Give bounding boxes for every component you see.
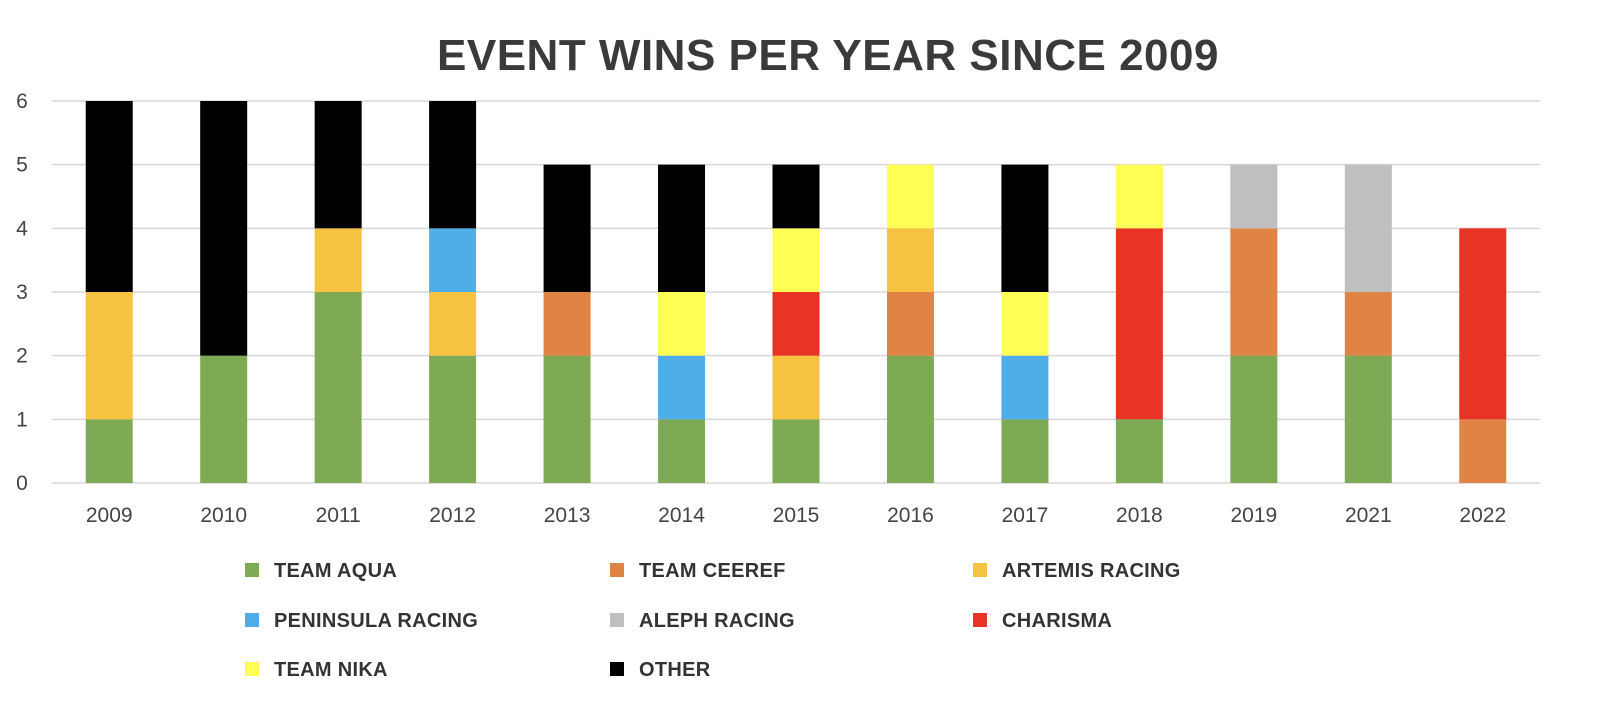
bar-segment-2012-peninsula-racing xyxy=(429,228,477,292)
x-tick-label-2012: 2012 xyxy=(429,504,476,527)
bar-segment-2018-team-nika xyxy=(1115,164,1163,229)
y-tick-label-0: 0 xyxy=(16,472,28,495)
bar-segment-2015-team-aqua xyxy=(772,419,820,483)
y-axis-ticks: 0 1 2 3 4 5 6 xyxy=(16,90,28,495)
bar-segment-2016-team-nika xyxy=(886,164,934,229)
bar-segment-2013-team-aqua xyxy=(543,355,591,483)
y-tick-label-1: 1 xyxy=(16,408,28,431)
bar-segment-2013-team-ceeref xyxy=(543,292,591,356)
legend-label-team-ceeref: TEAM CEEREF xyxy=(639,560,786,582)
x-tick-label-2011: 2011 xyxy=(316,504,361,527)
bar-segment-2017-peninsula-racing xyxy=(1001,355,1049,420)
bar-segment-2019-team-ceeref xyxy=(1230,228,1278,356)
bar-segment-2016-artemis-racing xyxy=(886,228,934,292)
bar-segment-2015-charisma xyxy=(772,292,820,356)
bar-segment-2012-team-aqua xyxy=(429,355,477,483)
bar-segment-2011-artemis-racing xyxy=(314,228,362,292)
bar-segment-2014-peninsula-racing xyxy=(658,355,706,420)
bar-segment-2015-team-nika xyxy=(772,228,820,292)
bar-segment-2017-team-aqua xyxy=(1001,419,1049,483)
bar-segment-2012-other xyxy=(429,101,477,229)
legend-item-other: OTHER xyxy=(610,659,711,681)
bar-segment-2010-team-aqua xyxy=(200,355,248,483)
bar-segment-2017-other xyxy=(1001,164,1049,292)
bar-segment-2011-team-aqua xyxy=(314,292,362,483)
legend: TEAM AQUA TEAM CEEREF ARTEMIS RACING PENINS… xyxy=(245,560,1181,681)
bar-segment-2010-other xyxy=(200,101,248,356)
bar-segment-2021-aleph-racing xyxy=(1344,164,1392,292)
bar-segment-2014-other xyxy=(658,164,706,292)
bar-segment-2017-team-nika xyxy=(1001,292,1049,356)
legend-item-charisma: CHARISMA xyxy=(973,610,1112,632)
legend-swatch-peninsula-racing xyxy=(245,613,259,627)
legend-swatch-team-nika xyxy=(245,662,259,676)
x-tick-label-2013: 2013 xyxy=(544,504,591,527)
chart-title: EVENT WINS PER YEAR SINCE 2009 xyxy=(437,31,1219,80)
legend-label-charisma: CHARISMA xyxy=(1002,610,1112,632)
legend-item-peninsula-racing: PENINSULA RACING xyxy=(245,610,478,632)
legend-swatch-team-aqua xyxy=(245,563,259,577)
bar-segment-2014-team-aqua xyxy=(658,419,706,483)
bar-segment-2022-team-ceeref xyxy=(1459,419,1507,483)
bars xyxy=(85,101,1507,483)
y-tick-label-5: 5 xyxy=(16,154,28,177)
x-tick-label-2021: 2021 xyxy=(1345,504,1392,527)
bar-segment-2012-artemis-racing xyxy=(429,292,477,356)
bar-segment-2021-team-ceeref xyxy=(1344,292,1392,356)
bar-segment-2021-team-aqua xyxy=(1344,355,1392,483)
bar-segment-2018-team-aqua xyxy=(1115,419,1163,483)
x-tick-label-2009: 2009 xyxy=(86,504,133,527)
legend-label-other: OTHER xyxy=(639,659,711,681)
legend-label-team-nika: TEAM NIKA xyxy=(274,659,388,681)
legend-item-team-ceeref: TEAM CEEREF xyxy=(610,560,786,582)
bar-segment-2016-team-aqua xyxy=(886,355,934,483)
y-tick-label-2: 2 xyxy=(16,345,28,368)
bar-segment-2018-charisma xyxy=(1115,228,1163,420)
legend-label-peninsula-racing: PENINSULA RACING xyxy=(274,610,478,632)
bar-segment-2022-charisma xyxy=(1459,228,1507,420)
x-tick-label-2019: 2019 xyxy=(1230,504,1277,527)
legend-swatch-team-ceeref xyxy=(610,563,624,577)
legend-label-artemis-racing: ARTEMIS RACING xyxy=(1002,560,1181,582)
x-tick-label-2017: 2017 xyxy=(1002,504,1049,527)
x-tick-label-2022: 2022 xyxy=(1459,504,1506,527)
legend-swatch-aleph-racing xyxy=(610,613,624,627)
bar-segment-2019-team-aqua xyxy=(1230,355,1278,483)
bar-segment-2009-team-aqua xyxy=(85,419,133,483)
x-tick-label-2010: 2010 xyxy=(200,504,247,527)
legend-swatch-other xyxy=(610,662,624,676)
legend-item-team-aqua: TEAM AQUA xyxy=(245,560,397,582)
x-tick-label-2015: 2015 xyxy=(773,504,820,527)
bar-segment-2013-other xyxy=(543,164,591,292)
bar-segment-2015-artemis-racing xyxy=(772,355,820,420)
y-tick-label-4: 4 xyxy=(16,217,28,240)
bar-segment-2016-team-ceeref xyxy=(886,292,934,356)
x-tick-label-2014: 2014 xyxy=(658,504,705,527)
bar-segment-2009-artemis-racing xyxy=(85,292,133,420)
legend-label-aleph-racing: ALEPH RACING xyxy=(639,610,795,632)
legend-swatch-artemis-racing xyxy=(973,563,987,577)
legend-label-team-aqua: TEAM AQUA xyxy=(274,560,397,582)
bar-segment-2015-other xyxy=(772,164,820,229)
bar-segment-2019-aleph-racing xyxy=(1230,164,1278,229)
legend-item-team-nika: TEAM NIKA xyxy=(245,659,388,681)
legend-item-artemis-racing: ARTEMIS RACING xyxy=(973,560,1181,582)
y-tick-label-6: 6 xyxy=(16,90,28,113)
y-tick-label-3: 3 xyxy=(16,281,28,304)
legend-item-aleph-racing: ALEPH RACING xyxy=(610,610,795,632)
bar-segment-2009-other xyxy=(85,101,133,292)
x-tick-label-2018: 2018 xyxy=(1116,504,1163,527)
legend-swatch-charisma xyxy=(973,613,987,627)
x-axis-ticks: 2009 2010 2011 2012 2013 2014 2015 2016 2017 2018… xyxy=(86,504,1506,527)
x-tick-label-2016: 2016 xyxy=(887,504,934,527)
bar-segment-2014-team-nika xyxy=(658,292,706,356)
bar-segment-2011-other xyxy=(314,101,362,229)
